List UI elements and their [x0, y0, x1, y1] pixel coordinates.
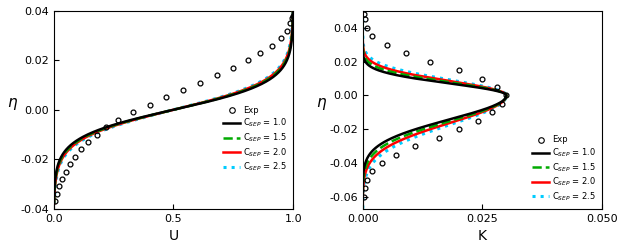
Legend: Exp, C$_{SEP}$ = 1.0, C$_{SEP}$ = 1.5, C$_{SEP}$ = 2.0, C$_{SEP}$ = 2.5: Exp, C$_{SEP}$ = 1.0, C$_{SEP}$ = 1.5, C… — [531, 134, 598, 204]
X-axis label: K: K — [478, 229, 487, 243]
Y-axis label: η: η — [316, 95, 326, 110]
Legend: Exp, C$_{SEP}$ = 1.0, C$_{SEP}$ = 1.5, C$_{SEP}$ = 2.0, C$_{SEP}$ = 2.5: Exp, C$_{SEP}$ = 1.0, C$_{SEP}$ = 1.5, C… — [222, 104, 289, 175]
Y-axis label: η: η — [7, 95, 17, 110]
X-axis label: U: U — [168, 229, 179, 243]
